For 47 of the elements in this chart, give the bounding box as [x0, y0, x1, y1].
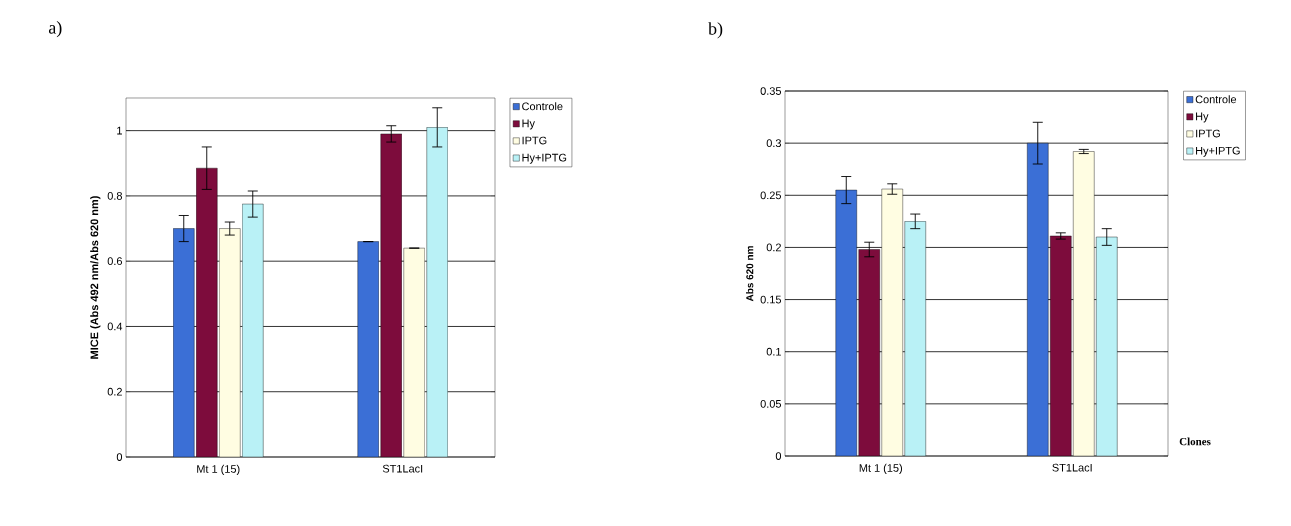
y-axis-title: Abs 620 nm	[746, 246, 754, 302]
y-tick-label: 0.15	[760, 295, 782, 304]
chart-title: b)	[708, 22, 723, 39]
bar	[196, 167, 218, 457]
legend-label: IPTG	[1196, 129, 1220, 138]
y-tick-label: 0	[116, 453, 123, 461]
y-tick-label: 0.35	[760, 87, 782, 95]
y-tick-label: 0.3	[766, 139, 781, 148]
bar	[1027, 142, 1049, 456]
y-tick-label: 0.8	[107, 192, 122, 200]
x-axis-title: Clones	[1179, 437, 1211, 446]
y-tick-label: 0.2	[107, 387, 122, 396]
y-tick-label: 0.2	[766, 243, 781, 252]
y-tick-label: 1	[117, 126, 122, 135]
legend-label: Controle	[1195, 95, 1237, 104]
x-tick-label: Mt 1 (15)	[859, 463, 902, 474]
legend-label: Controle	[522, 102, 563, 111]
legend-label: Hy+IPTG	[1196, 146, 1240, 157]
bar	[1050, 235, 1072, 456]
bar	[219, 228, 241, 457]
bar	[426, 127, 448, 457]
legend-label: Hy	[522, 119, 535, 130]
y-tick-label: 0	[775, 452, 782, 460]
bar	[242, 203, 264, 457]
x-tick-label: ST1LacI	[382, 464, 423, 473]
y-tick-label: 0.25	[760, 191, 782, 200]
legend-label: Hy	[1196, 112, 1209, 123]
bar	[858, 249, 880, 456]
bar	[904, 221, 926, 456]
bar	[380, 133, 402, 457]
y-tick-label: 0.6	[107, 257, 122, 266]
legend-label: IPTG	[522, 136, 547, 145]
y-tick-label: 0.4	[107, 322, 123, 331]
bar	[835, 189, 857, 456]
y-tick-label: 0.1	[766, 347, 781, 356]
bar	[173, 228, 195, 457]
bar	[403, 247, 425, 457]
chart-title: a)	[48, 21, 62, 38]
x-tick-label: Mt 1 (15)	[197, 464, 240, 475]
y-axis-title: MICE (Abs 492 nm/Abs 620 nm)	[90, 196, 101, 359]
x-tick-label: ST1LacI	[1052, 463, 1092, 472]
legend-label: Hy+IPTG	[522, 153, 567, 164]
bar	[881, 188, 903, 456]
y-tick-label: 0.05	[760, 399, 782, 408]
bar	[1073, 151, 1095, 456]
bar	[1096, 236, 1118, 456]
bar	[357, 241, 379, 457]
